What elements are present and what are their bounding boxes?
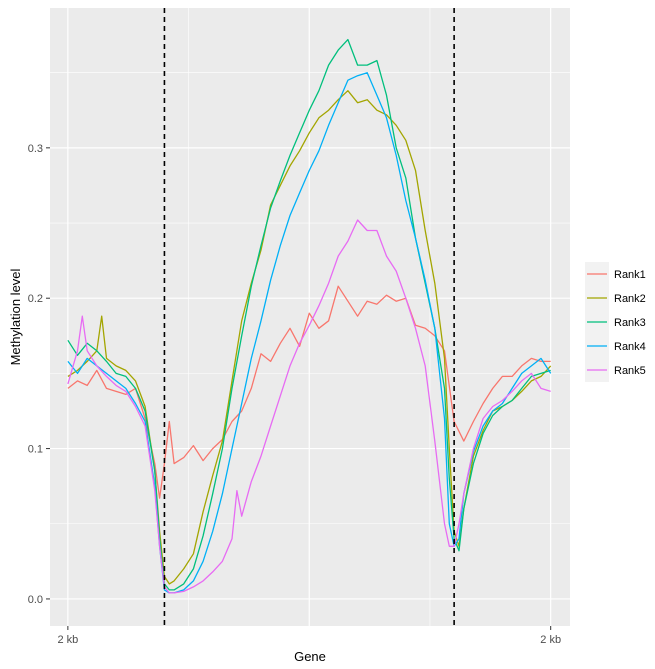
axes: 0.0 0.1 0.2 0.3 2 kb 2 kb xyxy=(28,143,561,646)
plot-panel xyxy=(50,8,570,626)
x-axis-title: Gene xyxy=(294,649,326,664)
legend-label-rank3: Rank3 xyxy=(614,317,646,329)
series-line-rank5 xyxy=(67,219,551,594)
y-tick-label: 0.3 xyxy=(28,143,43,155)
y-axis-title: Methylation level xyxy=(8,268,23,365)
legend-label-rank1: Rank1 xyxy=(614,269,646,281)
gene-boundaries xyxy=(163,8,455,626)
y-tick-label: 0.1 xyxy=(28,444,43,456)
legend-label-rank4: Rank4 xyxy=(614,341,646,353)
legend-label-rank2: Rank2 xyxy=(614,293,646,305)
x-tick-label: 2 kb xyxy=(57,634,78,646)
y-tick-label: 0.0 xyxy=(28,594,43,606)
legend: Rank1 Rank2 Rank3 Rank4 Rank5 xyxy=(585,262,646,382)
y-tick-label: 0.2 xyxy=(28,293,43,305)
legend-label-rank5: Rank5 xyxy=(614,365,646,377)
series-lines xyxy=(67,38,552,594)
series-line-rank3 xyxy=(67,38,551,591)
x-tick-label: 2 kb xyxy=(540,634,561,646)
